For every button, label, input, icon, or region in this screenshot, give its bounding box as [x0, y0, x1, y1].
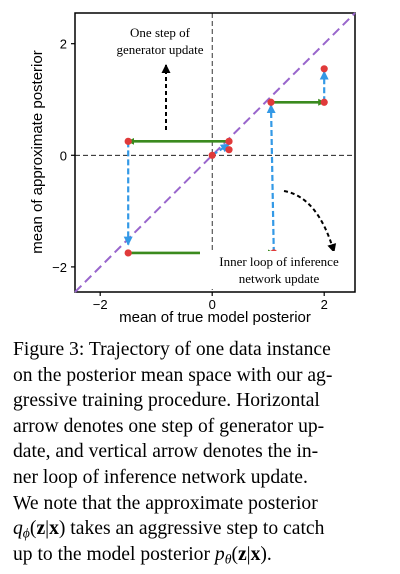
trajectory-point: [225, 146, 233, 154]
caption-line: on the posterior mean space with our ag-: [13, 364, 333, 386]
caption-text: up to the model posterior: [13, 543, 215, 565]
annotation-inference-background: [200, 251, 353, 289]
caption-math-line: qϕ(z|x) takes an aggressive step to catc…: [13, 516, 391, 542]
y-tick-label: 0: [60, 148, 67, 163]
y-axis-label: mean of approximate posterior: [29, 50, 46, 253]
annotation-inference-line-2: network update: [239, 271, 320, 286]
inference-update-arrow: [266, 104, 276, 253]
paren-close: ).: [260, 543, 272, 565]
x-tick-label: 0: [209, 297, 216, 312]
axis-ticks: −2 0 2 −2 0 2: [52, 37, 328, 312]
annotation-generator-line-1: One step of: [130, 25, 191, 40]
trajectory-point: [320, 98, 328, 106]
paren-open: (: [29, 518, 37, 540]
annotation-arrows: [161, 64, 337, 253]
annotation-inference-line-1: Inner loop of inference: [219, 254, 339, 269]
generator-update-arrows: [127, 98, 326, 257]
trajectory-point: [225, 137, 233, 145]
trajectory-points: [124, 65, 328, 257]
bold-z: z: [36, 518, 46, 540]
bold-z: z: [237, 543, 247, 565]
paren-open: (: [231, 543, 238, 565]
y-tick-label: 2: [60, 37, 67, 52]
figure-caption: Figure 3: Trajectory of one data instanc…: [13, 337, 391, 567]
y-tick-label: −2: [52, 260, 67, 275]
trajectory-point: [267, 98, 275, 106]
bar: |: [45, 518, 50, 540]
caption-text: takes an aggressive step to catch: [65, 518, 325, 540]
inference-update-arrows: [123, 70, 329, 253]
paren-close: ): [58, 518, 66, 540]
caption-line: ner loop of inference network update.: [13, 466, 308, 488]
caption-line: arrow denotes one step of generator up-: [13, 415, 325, 437]
bar: |: [246, 543, 251, 565]
bold-x: x: [250, 543, 261, 565]
inference-annotation-arrow: [283, 190, 337, 253]
caption-line: gressive training procedure. Horizontal: [13, 390, 320, 412]
p-symbol: p: [214, 543, 225, 565]
caption-line: We note that the approximate posterior: [13, 492, 318, 514]
trajectory-point: [124, 137, 132, 145]
x-tick-label: 2: [321, 297, 328, 312]
caption-line: Figure 3: Trajectory of one data instanc…: [13, 339, 331, 360]
bold-x: x: [49, 518, 59, 540]
caption-line: date, and vertical arrow denotes the in-: [13, 441, 319, 463]
x-axis-label: mean of true model posterior: [119, 309, 311, 326]
trajectory-point: [320, 65, 328, 73]
p-subscript: θ: [224, 551, 232, 567]
q-symbol: q: [13, 518, 23, 540]
plot-frame: [74, 12, 356, 293]
x-tick-label: −2: [93, 297, 108, 312]
posterior-trajectory-plot: −2 0 2 −2 0 2 One step of generator update In…: [29, 12, 356, 326]
annotation-generator-line-2: generator update: [117, 42, 204, 57]
trajectory-point: [208, 151, 216, 159]
caption-final-line: up to the model posterior pθ(z|x).: [13, 542, 391, 568]
q-subscript: ϕ: [22, 525, 30, 541]
trajectory-point: [124, 249, 132, 257]
